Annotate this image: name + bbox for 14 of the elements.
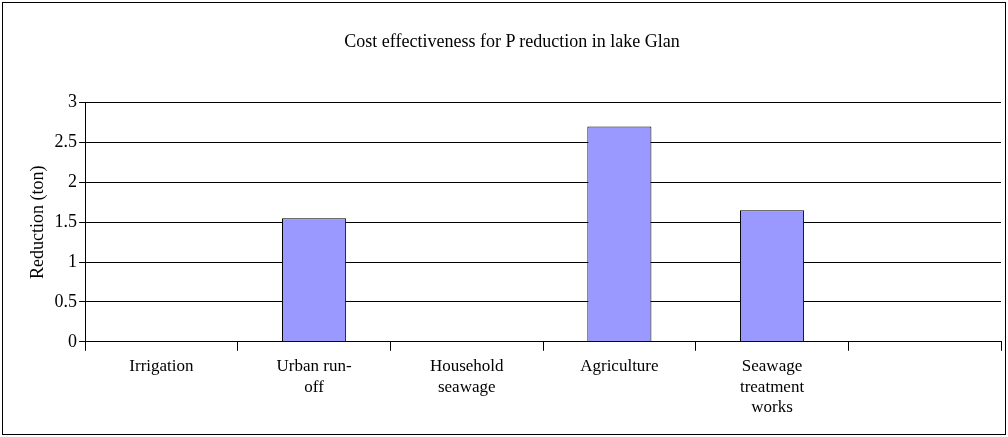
chart-title: Cost effectiveness for P reduction in lake Glan: [344, 30, 680, 51]
x-tick-label: Household seawage: [429, 356, 505, 396]
y-tick-label: 0.5: [54, 290, 78, 311]
y-tick-label: 1: [68, 250, 78, 271]
y-axis-title: Reduction (ton): [26, 165, 48, 279]
x-tick-label: Irrigation: [129, 356, 195, 376]
x-tick-label: Seawage treatment works: [739, 356, 805, 417]
y-tick-label: 1.5: [54, 210, 78, 231]
x-tick-label: Agriculture: [580, 356, 659, 376]
y-tick-label: 3: [68, 91, 78, 112]
x-tick-label: Urban run-off: [276, 356, 352, 396]
y-tick-label: 2.5: [54, 131, 78, 152]
y-tick-label: 0: [68, 330, 78, 351]
y-tick-label: 2: [68, 171, 78, 192]
